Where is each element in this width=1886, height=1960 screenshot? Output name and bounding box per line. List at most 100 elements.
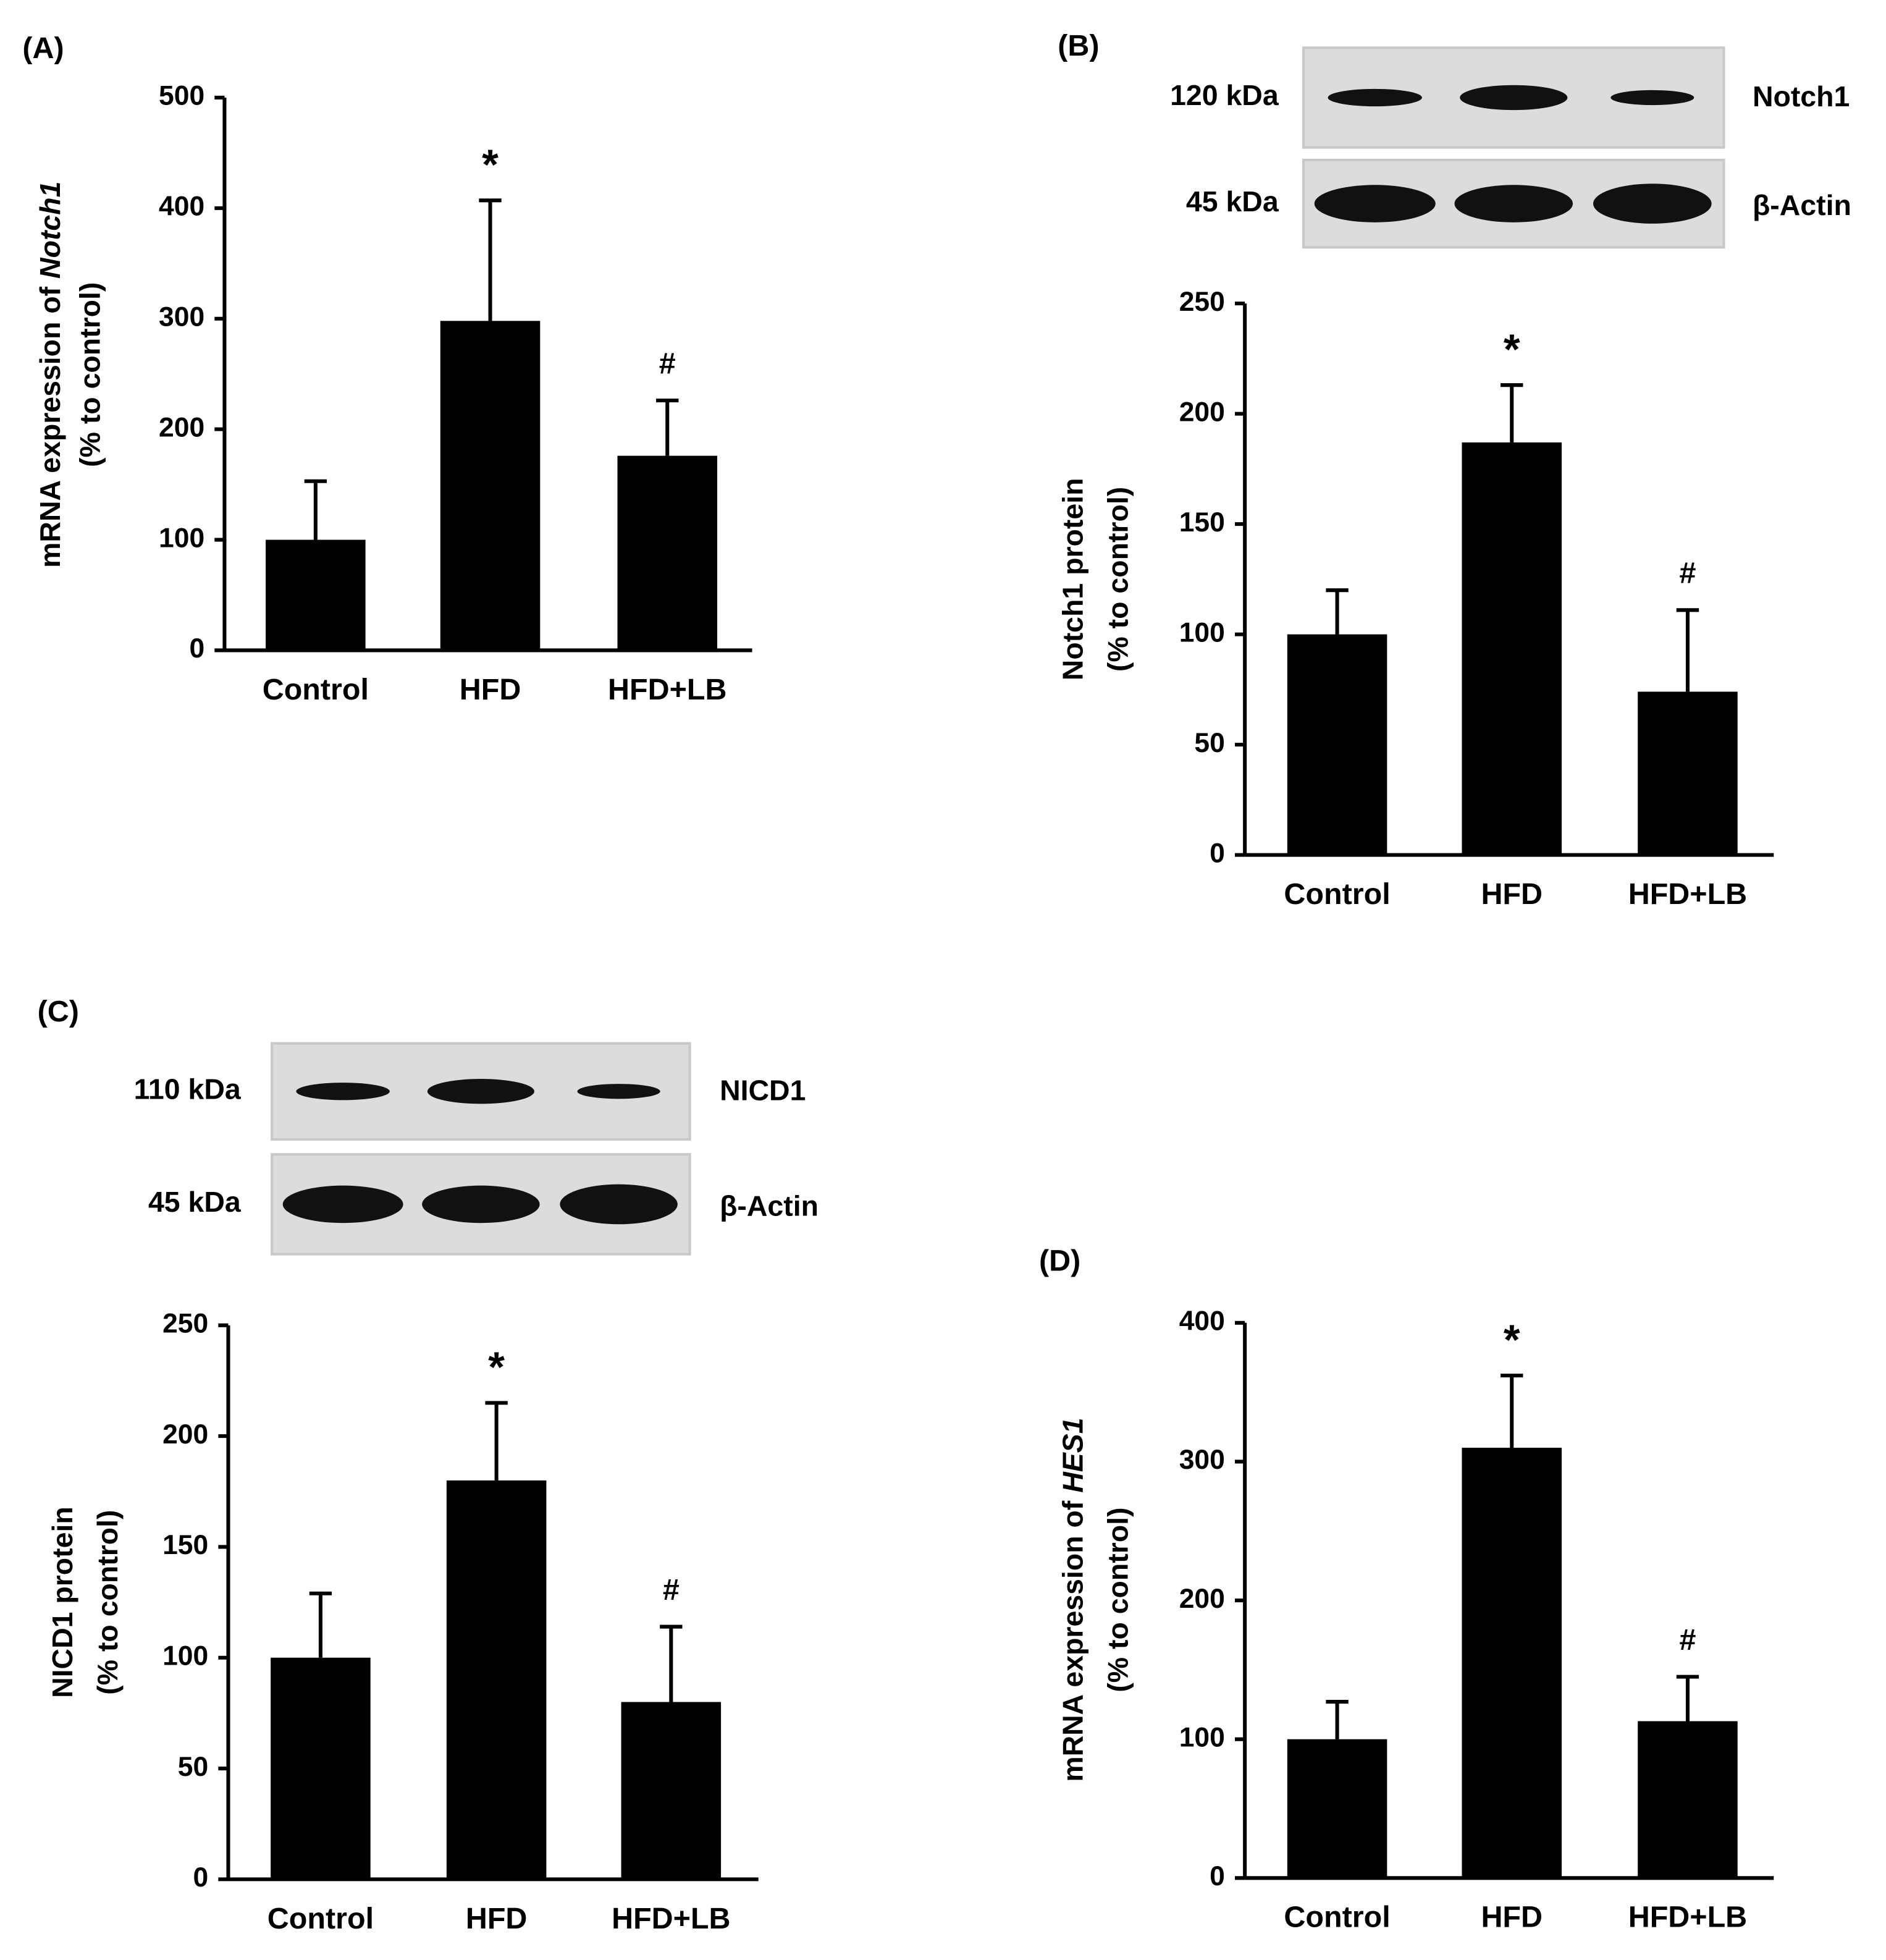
- y-tick-label: 400: [1179, 1306, 1225, 1337]
- y-tick-label: 0: [1210, 1861, 1225, 1891]
- blot-protein-label: β-Actin: [720, 1189, 819, 1222]
- y-tick-label: 250: [1179, 287, 1225, 317]
- x-tick-label: HFD+LB: [1628, 877, 1747, 911]
- x-tick-label: Control: [1284, 1901, 1390, 1934]
- error-bar: [660, 1624, 683, 1702]
- y-tick-label: 200: [1179, 397, 1225, 427]
- y-axis-label-part: Notch1 protein: [1057, 478, 1089, 681]
- bar: [1638, 1721, 1738, 1878]
- error-bar: [1326, 588, 1349, 635]
- y-tick-label: 150: [1179, 507, 1225, 538]
- x-tick-label: HFD: [1481, 1901, 1543, 1934]
- y-tick-label: 0: [189, 633, 204, 664]
- y-axis-label: (% to control): [91, 1510, 124, 1694]
- y-tick-label: 50: [178, 1752, 208, 1782]
- y-axis-label: Notch1 protein: [1057, 478, 1089, 681]
- blot-protein-label: β-Actin: [1753, 189, 1851, 221]
- y-tick-label: 400: [159, 192, 204, 222]
- panel-label: (B): [1058, 29, 1099, 62]
- y-axis-label: (% to control): [74, 282, 106, 467]
- blot-band: [1593, 184, 1712, 224]
- x-tick-label: HFD: [460, 673, 521, 706]
- y-tick-label: 250: [162, 1309, 208, 1339]
- y-tick-label: 100: [162, 1641, 208, 1671]
- panel-label: (A): [22, 32, 64, 65]
- y-axis-label-part: mRNA expression of: [1057, 1493, 1089, 1782]
- bar: [1462, 1447, 1562, 1878]
- x-tick-label: HFD+LB: [612, 1902, 730, 1935]
- blot-band: [1460, 85, 1568, 111]
- blot-band: [1314, 185, 1436, 222]
- y-axis-label-part: HES1: [1057, 1417, 1089, 1492]
- y-tick-label: 300: [1179, 1445, 1225, 1475]
- blot-band: [577, 1084, 660, 1099]
- error-bar: [1501, 383, 1523, 443]
- significance-mark: #: [1679, 1623, 1696, 1657]
- y-axis-label: NICD1 protein: [46, 1506, 78, 1698]
- y-tick-label: 50: [1194, 728, 1224, 758]
- x-tick-label: Control: [267, 1902, 374, 1935]
- error-bar: [1501, 1374, 1523, 1448]
- y-tick-label: 0: [1210, 838, 1225, 868]
- panel-label: (C): [38, 995, 79, 1028]
- blot-protein-label: NICD1: [720, 1075, 806, 1107]
- y-tick-label: 100: [1179, 1722, 1225, 1752]
- bar: [440, 321, 541, 651]
- blot-size-label: 120 kDa: [1170, 79, 1279, 111]
- bar: [1638, 691, 1738, 855]
- blot-size-label: 110 kDa: [134, 1073, 242, 1105]
- blot-band: [1454, 185, 1573, 222]
- blot-size-label: 45 kDa: [1186, 185, 1279, 218]
- error-bar: [1676, 608, 1699, 692]
- y-tick-label: 100: [159, 523, 204, 553]
- error-bar: [1326, 1700, 1349, 1739]
- bar: [1287, 634, 1387, 855]
- panel-label: (D): [1039, 1244, 1080, 1278]
- blot-protein-label: Notch1: [1753, 80, 1850, 112]
- x-tick-label: Control: [1284, 877, 1390, 911]
- x-tick-label: HFD: [1481, 877, 1543, 911]
- bar: [266, 539, 366, 651]
- bar: [271, 1657, 371, 1880]
- y-tick-label: 300: [159, 302, 204, 332]
- blot-band: [422, 1185, 540, 1223]
- y-tick-label: 200: [159, 412, 204, 442]
- y-tick-label: 0: [193, 1862, 208, 1893]
- y-axis-label-part: NICD1 protein: [46, 1506, 78, 1698]
- significance-mark: #: [663, 1573, 680, 1607]
- y-axis-label: mRNA expression of Notch1: [34, 182, 66, 568]
- y-tick-label: 200: [1179, 1584, 1225, 1614]
- error-bar: [1676, 1675, 1699, 1721]
- y-axis-label: (% to control): [1101, 1507, 1134, 1692]
- y-axis-label: mRNA expression of HES1: [1057, 1417, 1089, 1781]
- error-bar: [304, 479, 327, 540]
- bar: [1287, 1739, 1387, 1878]
- x-tick-label: HFD+LB: [1628, 1901, 1747, 1934]
- blot-band: [427, 1079, 534, 1104]
- y-tick-label: 500: [159, 81, 204, 111]
- blot-size-label: 45 kDa: [148, 1186, 242, 1218]
- blot-band: [296, 1083, 390, 1100]
- blot-band: [282, 1185, 403, 1223]
- error-bar: [309, 1591, 332, 1658]
- bar: [1462, 442, 1562, 855]
- y-tick-label: 150: [162, 1530, 208, 1560]
- y-axis-label-part: mRNA expression of: [34, 279, 66, 568]
- significance-mark: #: [659, 347, 676, 380]
- error-bar: [485, 1401, 508, 1481]
- significance-mark: *: [1504, 1316, 1520, 1364]
- y-axis-label-part: Notch1: [34, 182, 66, 279]
- blot-band: [1328, 88, 1422, 107]
- y-axis-label: (% to control): [1101, 487, 1134, 672]
- significance-mark: *: [1504, 326, 1520, 373]
- blot-band: [1610, 90, 1694, 106]
- x-tick-label: HFD+LB: [608, 673, 726, 706]
- y-tick-label: 100: [1179, 617, 1225, 648]
- significance-mark: #: [1679, 557, 1696, 590]
- blot-band: [560, 1184, 678, 1225]
- x-tick-label: Control: [263, 673, 369, 706]
- error-bar: [479, 198, 502, 321]
- bar: [617, 455, 718, 651]
